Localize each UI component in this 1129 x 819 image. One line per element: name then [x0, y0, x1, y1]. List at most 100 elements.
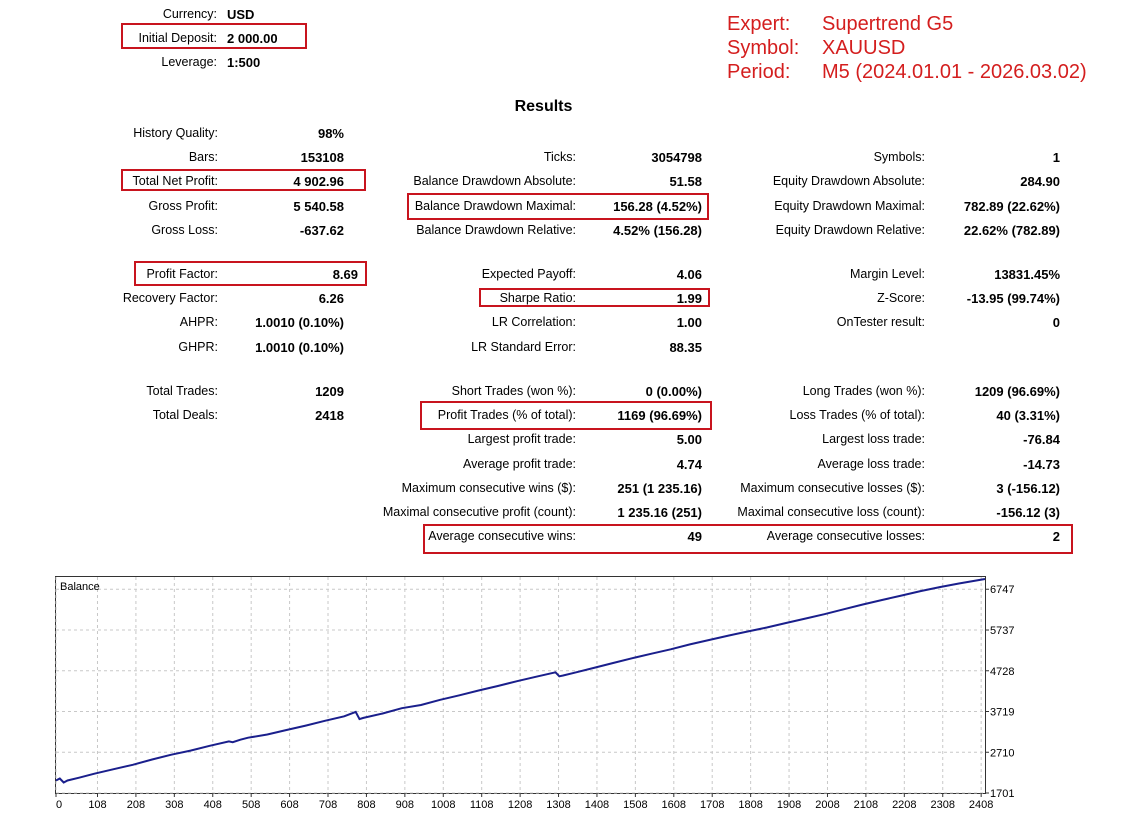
equity-drawdown-absolute-label: Equity Drawdown Absolute: — [772, 174, 925, 188]
x-tick-label: 2008 — [815, 799, 839, 808]
history-quality-value: 98% — [317, 126, 344, 141]
x-tick-label: 1708 — [700, 799, 724, 808]
short-trades-label: Short Trades (won %): — [451, 384, 576, 398]
balance-drawdown-maximal-highlight — [407, 193, 709, 220]
z-score-label: Z-Score: — [877, 291, 925, 305]
balance-series-line — [55, 578, 986, 784]
largest-profit-trade-label: Largest profit trade: — [467, 432, 576, 446]
ghpr-label: GHPR: — [178, 340, 218, 354]
balance-drawdown-relative-value: 4.52% (156.28) — [613, 223, 702, 238]
average-profit-trade-label: Average profit trade: — [462, 457, 576, 471]
x-tick-label: 708 — [319, 799, 337, 808]
y-tick-label: 1701 — [990, 788, 1014, 800]
ticks-value: 3054798 — [651, 150, 702, 165]
sharpe-ratio-label: Sharpe Ratio: — [499, 291, 576, 305]
lr-correlation-value: 1.00 — [676, 315, 702, 330]
gross-profit-label: Gross Profit: — [148, 199, 218, 213]
x-tick-label: 2208 — [892, 799, 916, 808]
x-tick-label: 2308 — [930, 799, 954, 808]
x-tick-label: 308 — [165, 799, 183, 808]
average-consecutive-losses-value: 2 — [1052, 529, 1060, 544]
profit-trades-value: 1169 (96.69%) — [617, 408, 702, 423]
period-label: Period: — [727, 61, 791, 83]
equity-drawdown-maximal-value: 782.89 (22.62%) — [963, 199, 1060, 214]
loss-trades-label: Loss Trades (% of total): — [789, 408, 925, 422]
margin-level-value: 13831.45% — [994, 267, 1060, 282]
max-consecutive-losses-label: Maximum consecutive losses ($): — [740, 481, 925, 495]
expert-value: Supertrend G5 — [822, 13, 954, 35]
total-net-profit-label: Total Net Profit: — [132, 174, 218, 188]
expected-payoff-value: 4.06 — [676, 267, 702, 282]
sharpe-ratio-value: 1.99 — [676, 291, 702, 306]
y-tick-label: 6747 — [990, 584, 1014, 596]
bars-label: Bars: — [188, 150, 218, 164]
total-trades-value: 1209 — [315, 384, 344, 399]
average-loss-trade-value: -14.73 — [1023, 457, 1060, 472]
x-tick-label: 908 — [396, 799, 414, 808]
x-tick-label: 1108 — [470, 799, 494, 808]
initial-deposit-value: 2 000.00 — [227, 31, 278, 46]
y-axis-ticks: 1701 2710 3719 4728 5737 6747 — [985, 584, 1014, 800]
maximal-consecutive-loss-label: Maximal consecutive loss (count): — [737, 505, 925, 519]
expected-payoff-label: Expected Payoff: — [481, 267, 576, 281]
equity-drawdown-absolute-value: 284.90 — [1020, 174, 1060, 189]
lr-standard-error-value: 88.35 — [669, 340, 702, 355]
short-trades-value: 0 (0.00%) — [645, 384, 702, 399]
y-tick-label: 2710 — [990, 747, 1014, 759]
balance-drawdown-maximal-value: 156.28 (4.52%) — [613, 199, 702, 214]
x-tick-label: 2408 — [969, 799, 993, 808]
max-consecutive-losses-value: 3 (-156.12) — [996, 481, 1060, 496]
balance-chart-svg: Balance 1701 2710 3719 4728 5737 6747 0 108 208… — [55, 576, 1014, 811]
balance-chart: Balance 1701 2710 3719 4728 5737 6747 0 108 208… — [55, 576, 1090, 811]
average-profit-trade-value: 4.74 — [676, 457, 702, 472]
profit-trades-label: Profit Trades (% of total): — [437, 408, 576, 422]
balance-drawdown-relative-label: Balance Drawdown Relative: — [416, 223, 576, 237]
largest-loss-trade-value: -76.84 — [1023, 432, 1060, 447]
y-tick-label: 3719 — [990, 707, 1014, 719]
x-tick-label: 1508 — [623, 799, 647, 808]
symbol-value: XAUUSD — [822, 37, 906, 59]
ahpr-label: AHPR: — [179, 315, 218, 329]
total-deals-label: Total Deals: — [152, 408, 218, 422]
long-trades-label: Long Trades (won %): — [802, 384, 925, 398]
initial-deposit-label: Initial Deposit: — [138, 31, 217, 45]
y-tick-label: 5737 — [990, 625, 1014, 637]
gross-profit-value: 5 540.58 — [293, 199, 344, 214]
leverage-label: Leverage: — [161, 55, 217, 69]
recovery-factor-label: Recovery Factor: — [122, 291, 218, 305]
margin-level-label: Margin Level: — [849, 267, 925, 281]
average-loss-trade-label: Average loss trade: — [817, 457, 925, 471]
x-tick-label: 1808 — [738, 799, 762, 808]
total-trades-label: Total Trades: — [146, 384, 218, 398]
maximal-consecutive-loss-value: -156.12 (3) — [996, 505, 1060, 520]
largest-profit-trade-value: 5.00 — [676, 432, 702, 447]
ticks-label: Ticks: — [543, 150, 576, 164]
ahpr-value: 1.0010 (0.10%) — [255, 315, 344, 330]
recovery-factor-value: 6.26 — [318, 291, 344, 306]
largest-loss-trade-label: Largest loss trade: — [822, 432, 925, 446]
average-consecutive-losses-label: Average consecutive losses: — [766, 529, 925, 543]
x-tick-label: 508 — [242, 799, 260, 808]
balance-drawdown-maximal-label: Balance Drawdown Maximal: — [414, 199, 576, 213]
gross-loss-value: -637.62 — [299, 223, 344, 238]
x-tick-label: 408 — [204, 799, 222, 808]
results-title: Results — [514, 98, 573, 115]
total-net-profit-highlight — [121, 169, 366, 191]
lr-correlation-label: LR Correlation: — [491, 315, 576, 329]
period-value: M5 (2024.01.01 - 2026.03.02) — [822, 61, 1087, 83]
ontester-result-value: 0 — [1052, 315, 1060, 330]
leverage-value: 1:500 — [227, 55, 261, 70]
x-tick-label: 1908 — [777, 799, 801, 808]
profit-factor-highlight — [134, 261, 367, 286]
chart-grid — [55, 577, 985, 794]
equity-drawdown-relative-label: Equity Drawdown Relative: — [775, 223, 925, 237]
loss-trades-value: 40 (3.31%) — [996, 408, 1060, 423]
symbols-value: 1 — [1052, 150, 1060, 165]
balance-drawdown-absolute-value: 51.58 — [669, 174, 702, 189]
x-tick-label: 1208 — [508, 799, 532, 808]
z-score-value: -13.95 (99.74%) — [966, 291, 1060, 306]
x-tick-label: 1408 — [585, 799, 609, 808]
history-quality-label: History Quality: — [133, 126, 218, 140]
initial-deposit-highlight — [121, 23, 307, 49]
average-consecutive-wins-label: Average consecutive wins: — [428, 529, 576, 543]
